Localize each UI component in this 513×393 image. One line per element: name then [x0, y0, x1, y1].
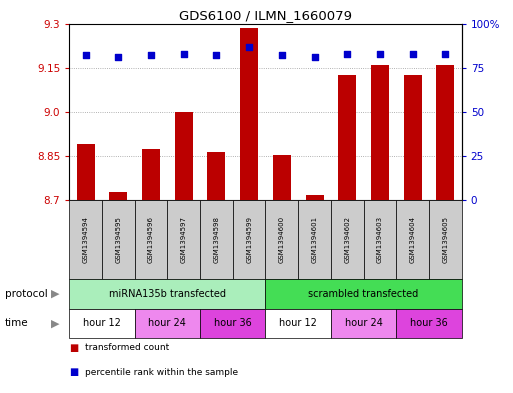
Text: GSM1394594: GSM1394594: [83, 216, 89, 263]
Text: hour 24: hour 24: [148, 318, 186, 328]
Point: [245, 44, 253, 50]
Point: [147, 52, 155, 59]
Bar: [142, 149, 160, 200]
Point: [376, 50, 384, 57]
Point: [343, 50, 351, 57]
Text: hour 36: hour 36: [410, 318, 448, 328]
Title: GDS6100 / ILMN_1660079: GDS6100 / ILMN_1660079: [179, 9, 352, 22]
Text: GSM1394605: GSM1394605: [442, 216, 448, 263]
Text: ■: ■: [69, 367, 78, 377]
Point: [441, 50, 449, 57]
Bar: [306, 195, 324, 200]
Text: ▶: ▶: [50, 289, 59, 299]
Point: [278, 52, 286, 59]
Text: GSM1394597: GSM1394597: [181, 216, 187, 263]
Point: [82, 52, 90, 59]
Bar: [437, 65, 455, 200]
Text: transformed count: transformed count: [85, 343, 169, 352]
Text: hour 12: hour 12: [279, 318, 317, 328]
Text: GSM1394596: GSM1394596: [148, 216, 154, 263]
Text: GSM1394602: GSM1394602: [344, 216, 350, 263]
Bar: [338, 75, 356, 200]
Bar: [371, 65, 389, 200]
Bar: [273, 155, 291, 200]
Text: miRNA135b transfected: miRNA135b transfected: [109, 289, 226, 299]
Text: scrambled transfected: scrambled transfected: [308, 289, 419, 299]
Text: ▶: ▶: [50, 318, 59, 328]
Text: GSM1394601: GSM1394601: [311, 216, 318, 263]
Text: ■: ■: [69, 343, 78, 353]
Text: protocol: protocol: [5, 289, 48, 299]
Text: hour 24: hour 24: [345, 318, 383, 328]
Point: [114, 54, 123, 60]
Text: GSM1394595: GSM1394595: [115, 216, 121, 263]
Bar: [76, 144, 94, 200]
Text: hour 12: hour 12: [83, 318, 121, 328]
Point: [310, 54, 319, 60]
Text: GSM1394599: GSM1394599: [246, 216, 252, 263]
Bar: [109, 191, 127, 200]
Bar: [404, 75, 422, 200]
Bar: [207, 152, 225, 200]
Text: time: time: [5, 318, 29, 328]
Text: GSM1394604: GSM1394604: [410, 216, 416, 263]
Point: [180, 50, 188, 57]
Bar: [240, 28, 258, 200]
Point: [212, 52, 221, 59]
Text: GSM1394600: GSM1394600: [279, 216, 285, 263]
Text: percentile rank within the sample: percentile rank within the sample: [85, 368, 238, 376]
Text: GSM1394603: GSM1394603: [377, 216, 383, 263]
Text: GSM1394598: GSM1394598: [213, 216, 220, 263]
Text: hour 36: hour 36: [214, 318, 252, 328]
Bar: [175, 112, 193, 200]
Point: [408, 50, 417, 57]
